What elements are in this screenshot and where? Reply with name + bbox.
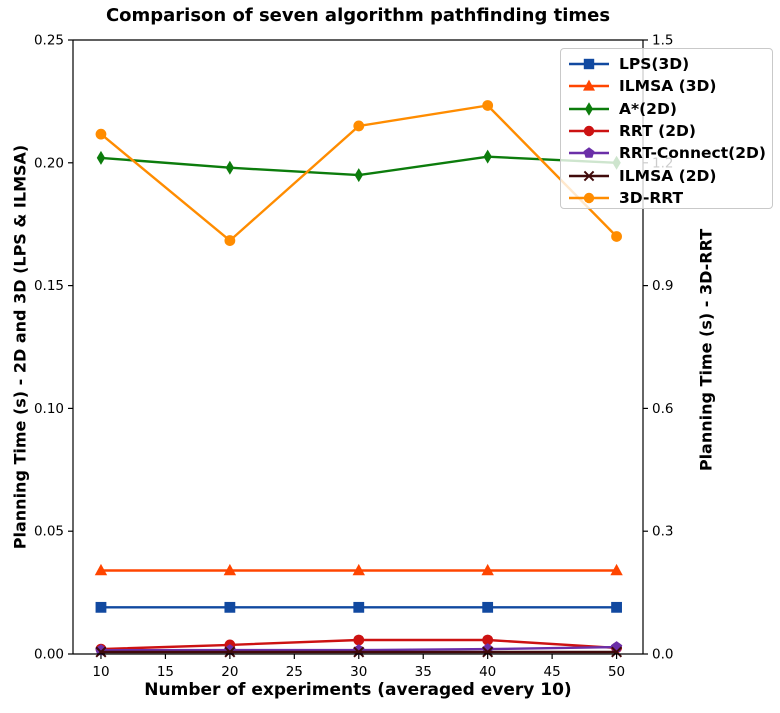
legend-item-ilmsa-3d: ILMSA (3D)	[568, 75, 772, 97]
legend-label-lps-3d: LPS(3D)	[619, 55, 690, 74]
legend-label-rrt-connect-2d: RRT-Connect(2D)	[619, 144, 766, 163]
y-left-tick-label: 0.10	[34, 401, 64, 417]
data-point-marker	[353, 646, 365, 658]
data-point-marker	[611, 646, 623, 658]
legend-label-3d-rrt: 3D-RRT	[619, 188, 684, 207]
legend-item-lps-3d: LPS(3D)	[568, 53, 772, 75]
data-point-marker	[95, 646, 107, 658]
legend-item-3d-rrt: 3D-RRT	[568, 187, 772, 209]
data-point-marker	[583, 58, 595, 70]
x-tick-label: 25	[286, 664, 303, 680]
y-right-tick-label: 0.9	[652, 278, 673, 294]
x-tick-label: 15	[157, 664, 174, 680]
data-point-marker	[482, 601, 494, 613]
y-left-tick-label: 0.15	[34, 278, 64, 294]
data-point-marker	[483, 149, 492, 164]
legend-label-a-2d: A*(2D)	[619, 99, 677, 118]
data-point-marker	[353, 634, 365, 646]
data-point-marker	[610, 563, 623, 576]
triangle-marker-icon	[569, 80, 609, 92]
data-point-marker	[611, 231, 622, 242]
data-point-marker	[224, 601, 236, 613]
data-point-marker	[583, 170, 595, 181]
x-tick-label: 10	[92, 664, 109, 680]
data-point-marker	[583, 192, 595, 204]
x-tick-label: 30	[350, 664, 367, 680]
data-point-marker	[353, 120, 365, 132]
data-point-marker	[94, 563, 108, 576]
data-point-marker	[583, 80, 595, 92]
legend-label-ilmsa-3d: ILMSA (3D)	[619, 77, 717, 96]
legend-item-rrt-2d: RRT (2D)	[568, 120, 772, 142]
y-right-tick-label: 0.0	[652, 647, 673, 663]
legend: LPS(3D) ILMSA (3D) A*(2D) RRT (2D) RRT-Conne…	[560, 48, 773, 209]
data-point-marker	[354, 168, 363, 183]
y-left-tick-label: 0.05	[34, 524, 64, 540]
data-point-marker	[610, 641, 623, 652]
legend-item-a-2d: A*(2D)	[568, 98, 772, 120]
square-marker-icon	[569, 58, 609, 70]
x-tick-label: 20	[221, 664, 238, 680]
data-point-marker	[95, 128, 107, 140]
data-point-marker	[585, 101, 593, 116]
y-right-tick-label: 1.5	[652, 33, 673, 49]
data-point-marker	[95, 601, 107, 613]
data-point-marker	[96, 150, 106, 165]
circle-marker-icon	[569, 125, 609, 137]
legend-label-ilmsa-2d: ILMSA (2D)	[619, 166, 717, 185]
data-point-marker	[224, 235, 236, 246]
y-left-tick-label: 0.25	[34, 33, 64, 49]
data-point-marker	[223, 563, 237, 576]
data-point-marker	[225, 160, 235, 175]
y-left-tick-label: 0.00	[34, 647, 64, 663]
data-point-marker	[611, 601, 622, 613]
legend-item-rrt-connect-2d: RRT-Connect(2D)	[568, 142, 772, 164]
data-point-marker	[353, 601, 365, 613]
diamond-marker-icon	[569, 101, 609, 116]
legend-label-rrt-2d: RRT (2D)	[619, 122, 696, 141]
left-axis-label: Planning Time (s) - 2D and 3D (LPS & ILM…	[10, 144, 30, 550]
data-point-marker	[482, 100, 494, 111]
data-point-marker	[481, 563, 494, 576]
y-right-tick-label: 0.3	[652, 524, 673, 540]
pentagon-marker-icon	[569, 147, 609, 159]
right-axis-label: Planning Time (s) - 3D-RRT	[696, 228, 716, 472]
x-axis-label: Number of experiments (averaged every 10…	[144, 680, 572, 700]
data-point-marker	[583, 125, 595, 137]
y-left-tick-label: 0.20	[34, 155, 64, 171]
data-point-marker	[352, 563, 365, 576]
chart-title: Comparison of seven algorithm pathfindin…	[105, 5, 611, 26]
data-point-marker	[583, 147, 595, 159]
data-point-marker	[224, 646, 236, 658]
data-point-marker	[482, 646, 494, 658]
x-tick-label: 50	[608, 664, 625, 680]
x-tick-label: 40	[479, 664, 496, 680]
y-right-tick-label: 0.6	[652, 401, 673, 417]
data-point-marker	[482, 634, 494, 646]
x-tick-label: 35	[415, 664, 432, 680]
x-tick-label: 45	[544, 664, 561, 680]
x-marker-icon	[569, 170, 609, 181]
legend-item-ilmsa-2d: ILMSA (2D)	[568, 164, 772, 186]
circle-marker-icon	[569, 192, 609, 204]
